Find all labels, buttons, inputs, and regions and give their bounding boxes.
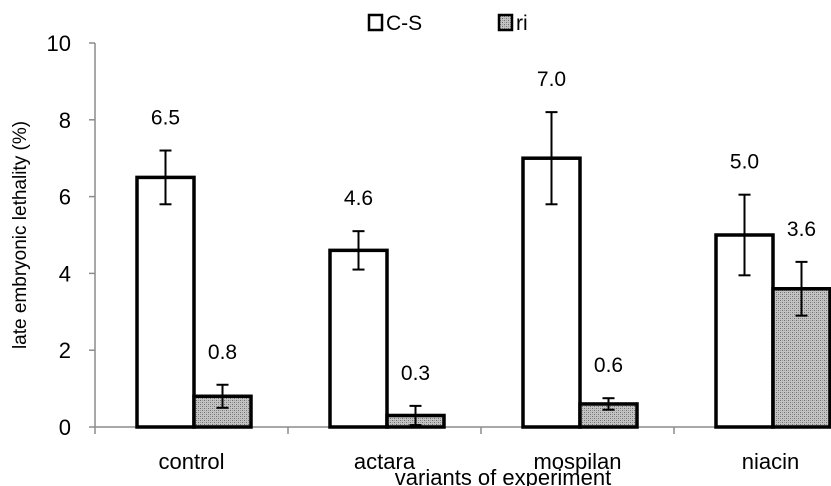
data-label: 3.6: [787, 218, 816, 241]
x-axis: control actara mospilan niacin: [94, 426, 831, 474]
legend-swatch-cs: [367, 13, 384, 32]
y-tick-label: 4: [59, 261, 71, 286]
x-category-label: niacin: [742, 449, 799, 474]
legend: C-S ri: [367, 12, 528, 35]
data-label: 0.3: [401, 362, 430, 385]
bars: [135, 156, 831, 429]
error-bars: [159, 111, 808, 427]
x-category-label: control: [158, 449, 224, 474]
data-labels: 6.5 4.6 7.0 5.0 0.8 0.3 0.6 3.6: [151, 68, 816, 385]
bar-cs: [135, 175, 196, 429]
y-axis: 0 2 4 6 8 10: [47, 31, 96, 440]
x-category-label: mospilan: [533, 449, 621, 474]
data-label: 6.5: [151, 107, 180, 130]
y-tick-label: 0: [59, 415, 71, 440]
y-tick-label: 6: [59, 185, 71, 210]
data-label: 0.6: [594, 354, 623, 377]
y-axis-title: late embryonic lethality (%): [10, 121, 31, 349]
x-category-label: actara: [354, 449, 416, 474]
legend-label-cs: C-S: [386, 12, 422, 35]
y-tick-label: 8: [59, 108, 71, 133]
legend-label-ri: ri: [516, 12, 528, 35]
legend-swatch-ri: [497, 13, 514, 32]
data-label: 4.6: [344, 187, 373, 210]
data-label: 7.0: [537, 68, 566, 91]
data-label: 0.8: [208, 341, 237, 364]
x-axis-title: variants of experiment: [395, 465, 611, 486]
data-label: 5.0: [730, 151, 759, 174]
y-tick-label: 2: [59, 338, 71, 363]
y-tick-label: 10: [47, 31, 71, 56]
bar-cs: [328, 248, 389, 429]
